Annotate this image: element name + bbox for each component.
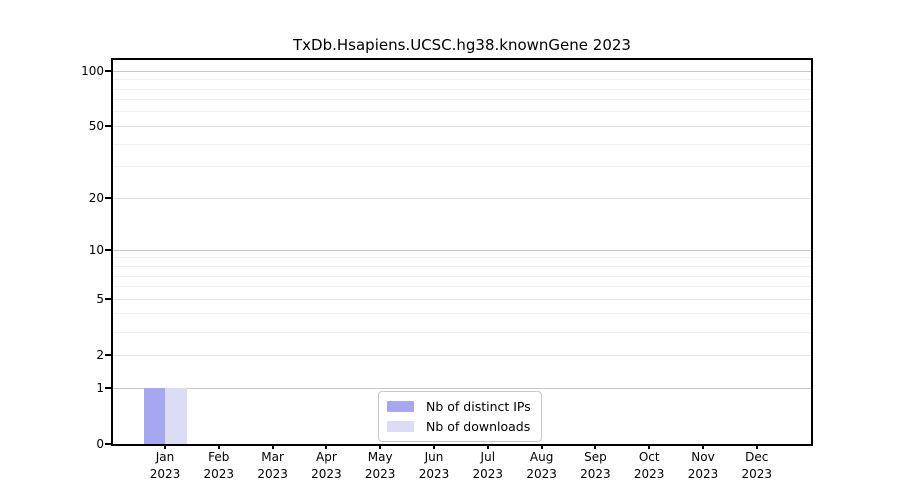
x-tick	[325, 444, 328, 449]
legend-label: Nb of downloads	[426, 419, 531, 434]
minor-gridline	[113, 266, 811, 267]
bar-downloads	[165, 388, 187, 444]
y-tick-label: 100	[81, 64, 104, 79]
minor-gridline	[113, 286, 811, 288]
x-tick	[648, 444, 651, 449]
y-tick-label: 20	[88, 191, 104, 206]
gridline-y-5	[113, 298, 811, 300]
legend: Nb of distinct IPs Nb of downloads	[378, 391, 542, 442]
x-tick-label: Nov 2023	[687, 450, 719, 481]
x-tick-label: Feb 2023	[203, 450, 235, 481]
x-tick	[433, 444, 435, 449]
legend-label: Nb of distinct IPs	[426, 399, 531, 414]
y-tick-label: 0	[96, 437, 104, 451]
x-tick-label: Jul 2023	[472, 450, 504, 481]
y-tick-label: 2	[96, 348, 104, 363]
x-tick	[486, 444, 489, 449]
x-tick-label: Dec 2023	[741, 450, 773, 481]
minor-gridline	[113, 257, 811, 259]
y-tick-label: 1	[96, 381, 104, 395]
minor-gridline	[113, 88, 811, 90]
minor-gridline	[113, 143, 811, 145]
x-tick-label: Jun 2023	[418, 450, 450, 481]
x-tick-label: Jan 2023	[149, 450, 181, 481]
x-tick-label: May 2023	[364, 450, 396, 481]
minor-gridline	[113, 111, 811, 113]
legend-item-distinct-ips: Nb of distinct IPs	[387, 399, 531, 414]
minor-gridline	[113, 313, 811, 315]
minor-gridline	[113, 275, 811, 277]
legend-item-downloads: Nb of downloads	[387, 419, 531, 434]
y-tick	[105, 387, 111, 389]
x-tick	[540, 444, 543, 449]
x-tick-label: Oct 2023	[633, 450, 665, 481]
gridline-y-100	[113, 70, 811, 72]
y-tick	[105, 125, 111, 128]
x-tick	[594, 444, 597, 449]
x-tick	[379, 444, 382, 449]
distinct-ips-swatch	[387, 401, 414, 412]
gridline-y-1	[113, 387, 811, 389]
y-tick	[105, 70, 111, 73]
x-tick-label: Aug 2023	[526, 450, 557, 481]
x-tick-label: Mar 2023	[257, 450, 288, 481]
downloads-swatch	[387, 421, 414, 432]
x-tick-label: Apr 2023	[311, 450, 342, 481]
y-tick-label: 5	[96, 292, 104, 307]
y-tick	[105, 354, 111, 357]
x-tick	[164, 444, 166, 449]
x-tick	[271, 444, 274, 449]
plot-area	[111, 58, 813, 446]
minor-gridline	[113, 331, 811, 333]
gridline-y-2	[113, 354, 811, 356]
y-tick	[105, 443, 111, 445]
x-tick	[702, 444, 704, 449]
y-tick	[105, 298, 111, 301]
minor-gridline	[113, 99, 811, 101]
y-tick	[105, 249, 111, 252]
chart-title: TxDb.Hsapiens.UCSC.hg38.knownGene 2023	[293, 36, 631, 54]
gridline-y-20	[113, 197, 811, 199]
minor-gridline	[113, 166, 811, 168]
y-tick-label: 10	[88, 243, 104, 258]
gridline-y-10	[113, 249, 811, 251]
y-tick	[105, 197, 111, 200]
y-tick-label: 50	[88, 119, 104, 134]
bar-distinct-ips	[143, 388, 165, 444]
minor-gridline	[113, 79, 811, 81]
gridline-y-50	[113, 125, 811, 127]
x-tick-label: Sep 2023	[580, 450, 611, 481]
x-tick	[217, 444, 220, 449]
x-tick	[755, 444, 758, 449]
